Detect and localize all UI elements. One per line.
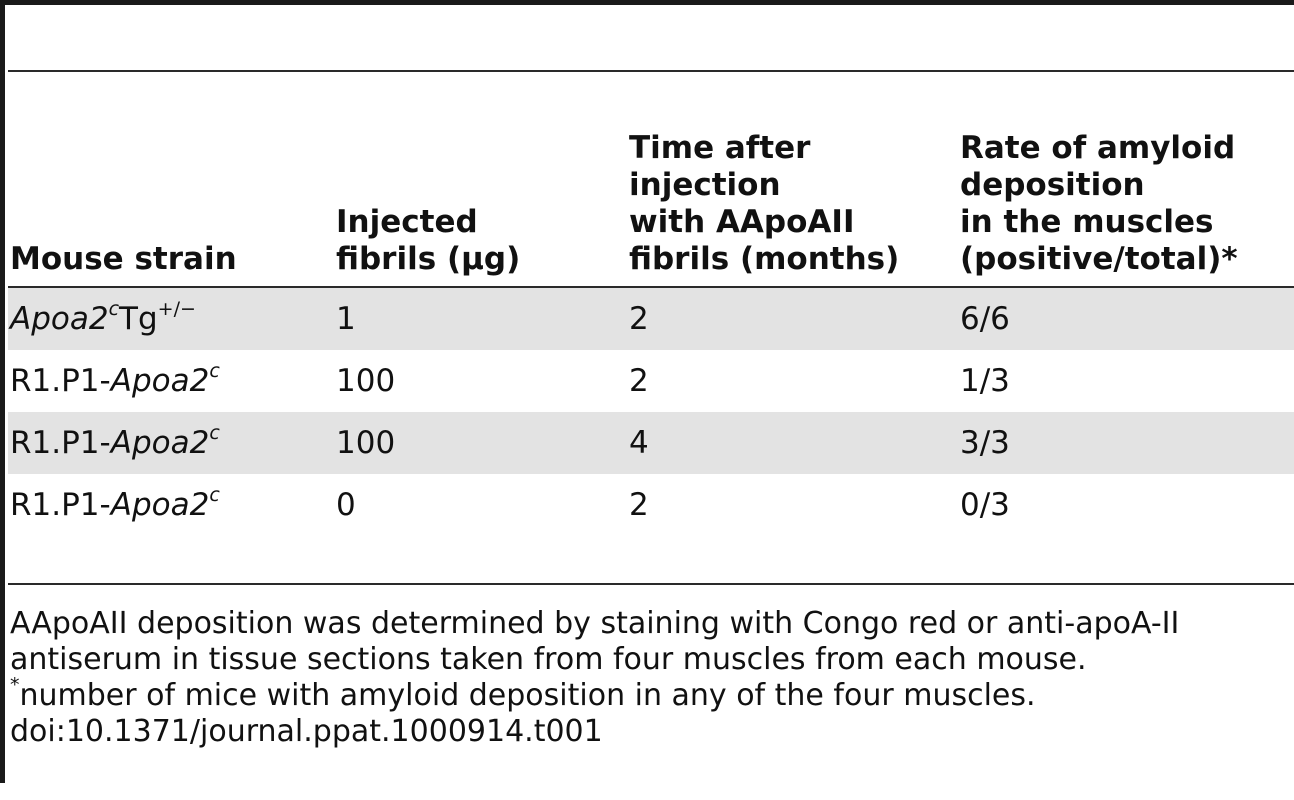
header-mouse-strain: Mouse strain [10, 241, 237, 277]
cell-injected-fibrils: 100 [336, 363, 396, 399]
table-footnotes: AApoAII deposition was determined by sta… [10, 606, 1179, 750]
cell-rate: 1/3 [960, 363, 1010, 399]
cell-mouse-strain: R1.P1-Apoa2c [10, 421, 220, 461]
table-row: R1.P1-Apoa2c 0 2 0/3 [8, 474, 1294, 536]
table-row: R1.P1-Apoa2c 100 4 3/3 [8, 412, 1294, 474]
cell-time-months: 2 [629, 487, 649, 523]
table-top-rule [8, 70, 1294, 72]
asterisk-mark: * [10, 674, 20, 696]
footnote-asterisk: *number of mice with amyloid deposition … [10, 674, 1036, 714]
cell-injected-fibrils: 0 [336, 487, 356, 523]
cell-rate: 3/3 [960, 425, 1010, 461]
left-border [0, 0, 5, 783]
top-border [0, 0, 1294, 5]
cell-mouse-strain: Apoa2cTg+/− [10, 297, 196, 337]
cell-injected-fibrils: 100 [336, 425, 396, 461]
header-injected-fibrils: Injected fibrils (μg) [336, 204, 521, 277]
header-time-after-injection: Time after injection with AApoAII fibril… [629, 130, 900, 277]
cell-mouse-strain: R1.P1-Apoa2c [10, 359, 220, 399]
doi-link[interactable]: doi:10.1371/journal.ppat.1000914.t001 [10, 714, 603, 749]
footnote-method-cont: antiserum in tissue sections taken from … [10, 642, 1087, 677]
cell-injected-fibrils: 1 [336, 301, 356, 337]
table-bottom-rule [8, 583, 1294, 585]
footnote-method: AApoAII deposition was determined by sta… [10, 606, 1180, 641]
cell-time-months: 2 [629, 301, 649, 337]
table-row: Apoa2cTg+/− 1 2 6/6 [8, 288, 1294, 350]
cell-time-months: 2 [629, 363, 649, 399]
table-row: R1.P1-Apoa2c 100 2 1/3 [8, 350, 1294, 412]
cell-mouse-strain: R1.P1-Apoa2c [10, 483, 220, 523]
header-bottom-rule [8, 286, 1294, 288]
cell-rate: 6/6 [960, 301, 1010, 337]
cell-time-months: 4 [629, 425, 649, 461]
cell-rate: 0/3 [960, 487, 1010, 523]
table-header-row: Mouse strain Injected fibrils (μg) Time … [0, 73, 1294, 286]
header-rate-of-deposition: Rate of amyloid deposition in the muscle… [960, 130, 1238, 277]
